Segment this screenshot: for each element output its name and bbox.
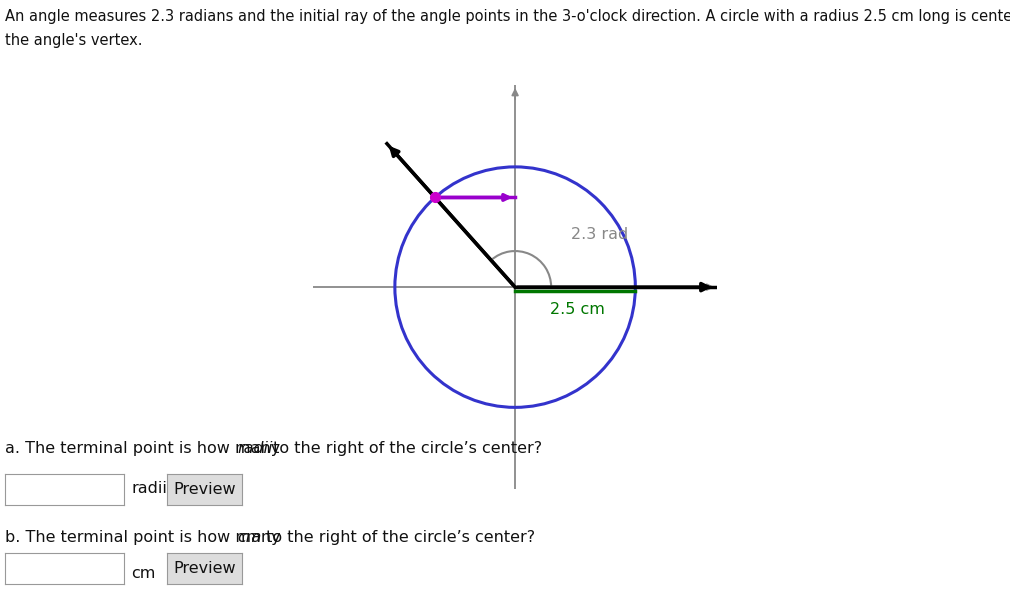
Text: radii: radii (131, 481, 168, 496)
Text: to the right of the circle’s center?: to the right of the circle’s center? (268, 441, 541, 456)
Text: cm: cm (131, 565, 156, 581)
Text: radii: radii (237, 441, 273, 456)
Text: Preview: Preview (173, 561, 236, 576)
Text: cm: cm (237, 530, 262, 545)
Text: b. The terminal point is how many: b. The terminal point is how many (5, 530, 286, 545)
Text: a. The terminal point is how many: a. The terminal point is how many (5, 441, 286, 456)
Text: to the right of the circle’s center?: to the right of the circle’s center? (261, 530, 534, 545)
Text: Preview: Preview (173, 482, 236, 497)
Text: 2.3 rad: 2.3 rad (571, 227, 628, 242)
Text: 2.5 cm: 2.5 cm (550, 301, 605, 317)
Text: An angle measures 2.3 radians and the initial ray of the angle points in the 3-o: An angle measures 2.3 radians and the in… (5, 9, 1010, 24)
Text: the angle's vertex.: the angle's vertex. (5, 33, 142, 47)
